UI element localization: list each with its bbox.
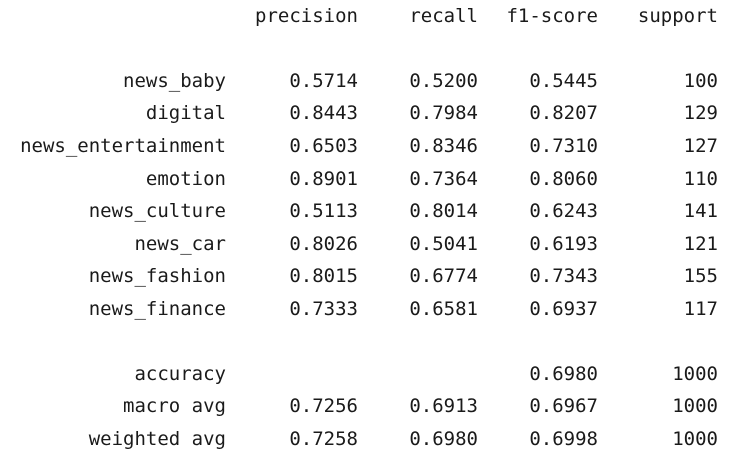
support-value: 155 bbox=[683, 265, 718, 287]
f1-value: 0.8060 bbox=[529, 168, 598, 190]
recall-value: 0.7364 bbox=[409, 168, 478, 190]
precision-value: 0.8015 bbox=[289, 265, 358, 287]
recall-value: 0.8346 bbox=[409, 135, 478, 157]
support-value: 1000 bbox=[672, 395, 718, 417]
precision-value: 0.5113 bbox=[289, 200, 358, 222]
table-row: news_car 0.8026 0.5041 0.6193 121 bbox=[0, 230, 750, 258]
row-label: emotion bbox=[145, 168, 226, 190]
table-row: news_entertainment 0.6503 0.8346 0.7310 … bbox=[0, 132, 750, 160]
precision-value: 0.8026 bbox=[289, 233, 358, 255]
support-value: 100 bbox=[683, 70, 718, 92]
support-value: 129 bbox=[683, 102, 718, 124]
f1-value: 0.6937 bbox=[529, 298, 598, 320]
table-row: news_baby 0.5714 0.5200 0.5445 100 bbox=[0, 67, 750, 95]
f1-score-header: f1-score bbox=[506, 5, 598, 27]
recall-value: 0.7984 bbox=[409, 102, 478, 124]
row-label: digital bbox=[145, 102, 226, 124]
table-row: digital 0.8443 0.7984 0.8207 129 bbox=[0, 99, 750, 127]
f1-value: 0.5445 bbox=[529, 70, 598, 92]
recall-value: 0.5200 bbox=[409, 70, 478, 92]
table-row: news_finance 0.7333 0.6581 0.6937 117 bbox=[0, 295, 750, 323]
support-value: 127 bbox=[683, 135, 718, 157]
support-value: 117 bbox=[683, 298, 718, 320]
header-row: precision recall f1-score support bbox=[0, 2, 750, 30]
table-row: news_fashion 0.8015 0.6774 0.7343 155 bbox=[0, 262, 750, 290]
support-value: 1000 bbox=[672, 428, 718, 450]
recall-header: recall bbox=[409, 5, 478, 27]
precision-header: precision bbox=[255, 5, 358, 27]
f1-value: 0.8207 bbox=[529, 102, 598, 124]
support-header: support bbox=[637, 5, 718, 27]
weighted-avg-row: weighted avg 0.7258 0.6980 0.6998 1000 bbox=[0, 425, 750, 453]
row-label: news_entertainment bbox=[20, 135, 226, 157]
recall-value: 0.6980 bbox=[409, 428, 478, 450]
row-label: weighted avg bbox=[88, 428, 226, 450]
f1-value: 0.6967 bbox=[529, 395, 598, 417]
row-label: macro avg bbox=[123, 395, 226, 417]
row-label: accuracy bbox=[134, 363, 226, 385]
f1-value: 0.6243 bbox=[529, 200, 598, 222]
recall-value: 0.6913 bbox=[409, 395, 478, 417]
row-label: news_car bbox=[134, 233, 226, 255]
macro-avg-row: macro avg 0.7256 0.6913 0.6967 1000 bbox=[0, 392, 750, 420]
precision-value: 0.5714 bbox=[289, 70, 358, 92]
precision-value: 0.8901 bbox=[289, 168, 358, 190]
table-row: news_culture 0.5113 0.8014 0.6243 141 bbox=[0, 197, 750, 225]
precision-value: 0.8443 bbox=[289, 102, 358, 124]
precision-value: 0.6503 bbox=[289, 135, 358, 157]
precision-value: 0.7333 bbox=[289, 298, 358, 320]
row-label: news_baby bbox=[123, 70, 226, 92]
f1-value: 0.6998 bbox=[529, 428, 598, 450]
row-label: news_culture bbox=[88, 200, 226, 222]
recall-value: 0.5041 bbox=[409, 233, 478, 255]
recall-value: 0.6774 bbox=[409, 265, 478, 287]
accuracy-row: accuracy 0.6980 1000 bbox=[0, 360, 750, 388]
recall-value: 0.6581 bbox=[409, 298, 478, 320]
row-label: news_fashion bbox=[88, 265, 226, 287]
precision-value: 0.7256 bbox=[289, 395, 358, 417]
f1-value: 0.7310 bbox=[529, 135, 598, 157]
row-label: news_finance bbox=[88, 298, 226, 320]
f1-value: 0.6193 bbox=[529, 233, 598, 255]
support-value: 110 bbox=[683, 168, 718, 190]
f1-value: 0.6980 bbox=[529, 363, 598, 385]
support-value: 141 bbox=[683, 200, 718, 222]
recall-value: 0.8014 bbox=[409, 200, 478, 222]
f1-value: 0.7343 bbox=[529, 265, 598, 287]
support-value: 1000 bbox=[672, 363, 718, 385]
table-row: emotion 0.8901 0.7364 0.8060 110 bbox=[0, 165, 750, 193]
precision-value: 0.7258 bbox=[289, 428, 358, 450]
support-value: 121 bbox=[683, 233, 718, 255]
